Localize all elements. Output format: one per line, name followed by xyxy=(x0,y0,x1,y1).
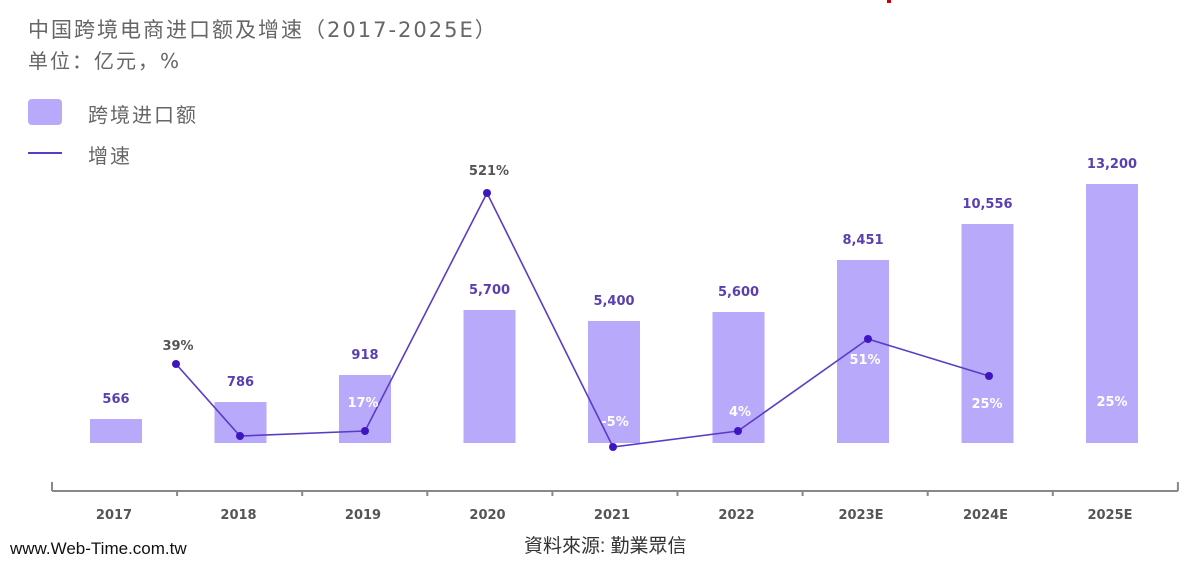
bar-value-label: 786 xyxy=(227,375,254,390)
x-tick-label: 2020 xyxy=(469,508,505,523)
bar-value-label: 13,200 xyxy=(1087,157,1137,172)
x-tick-label: 2023E xyxy=(838,508,883,523)
growth-value-label: 4% xyxy=(729,405,751,420)
x-tick-label: 2017 xyxy=(96,508,132,523)
bar-value-label: 10,556 xyxy=(962,197,1012,212)
x-tick-label: 2019 xyxy=(345,508,381,523)
growth-value-label: 39% xyxy=(162,339,193,354)
x-tick-label: 2018 xyxy=(220,508,256,523)
bar-2023E xyxy=(837,260,889,443)
growth-value-label: -5% xyxy=(601,415,628,430)
red-mark xyxy=(887,0,891,3)
bar-2022 xyxy=(712,312,765,443)
bar-value-label: 5,700 xyxy=(469,283,510,298)
bar-2020 xyxy=(463,310,516,443)
chart-title: 中国跨境电商进口额及增速（2017-2025E） xyxy=(28,18,498,42)
legend-line-label: 增速 xyxy=(88,144,132,168)
growth-point xyxy=(864,335,872,343)
x-tick-label: 2022 xyxy=(718,508,754,523)
x-tick-label: 2021 xyxy=(594,508,630,523)
growth-value-label: 25% xyxy=(971,397,1002,412)
legend-bar-label: 跨境进口额 xyxy=(88,103,198,127)
bar-2024E xyxy=(961,224,1014,443)
growth-point xyxy=(172,360,180,368)
growth-line xyxy=(175,191,990,448)
growth-value-label: 51% xyxy=(849,353,880,368)
growth-point xyxy=(483,189,491,197)
x-tick-label: 2025E xyxy=(1087,508,1132,523)
watermark: www.Web-Time.com.tw xyxy=(10,539,187,558)
growth-point xyxy=(609,443,617,451)
bar-value-label: 5,400 xyxy=(593,294,634,309)
bar-value-label: 5,600 xyxy=(718,285,759,300)
bar-value-label: 918 xyxy=(351,348,378,363)
x-tick-label: 2024E xyxy=(963,508,1008,523)
chart-subtitle: 单位：亿元，% xyxy=(28,49,182,73)
legend-line-swatch xyxy=(28,152,62,154)
bar-2021 xyxy=(588,321,640,443)
bar-value-label: 566 xyxy=(102,392,129,407)
source-note: 資料來源: 勤業眾信 xyxy=(524,536,687,557)
bar-2025E xyxy=(1086,184,1138,443)
growth-point xyxy=(361,427,369,435)
growth-point xyxy=(734,427,742,435)
growth-point xyxy=(985,372,993,380)
growth-value-label: 25% xyxy=(1096,395,1127,410)
growth-value-label: 17% xyxy=(347,396,378,411)
bar-2017 xyxy=(90,419,142,443)
growth-point xyxy=(236,432,244,440)
growth-value-label: 521% xyxy=(469,164,509,179)
legend-bar-swatch xyxy=(28,99,62,125)
bar-value-label: 8,451 xyxy=(842,233,883,248)
